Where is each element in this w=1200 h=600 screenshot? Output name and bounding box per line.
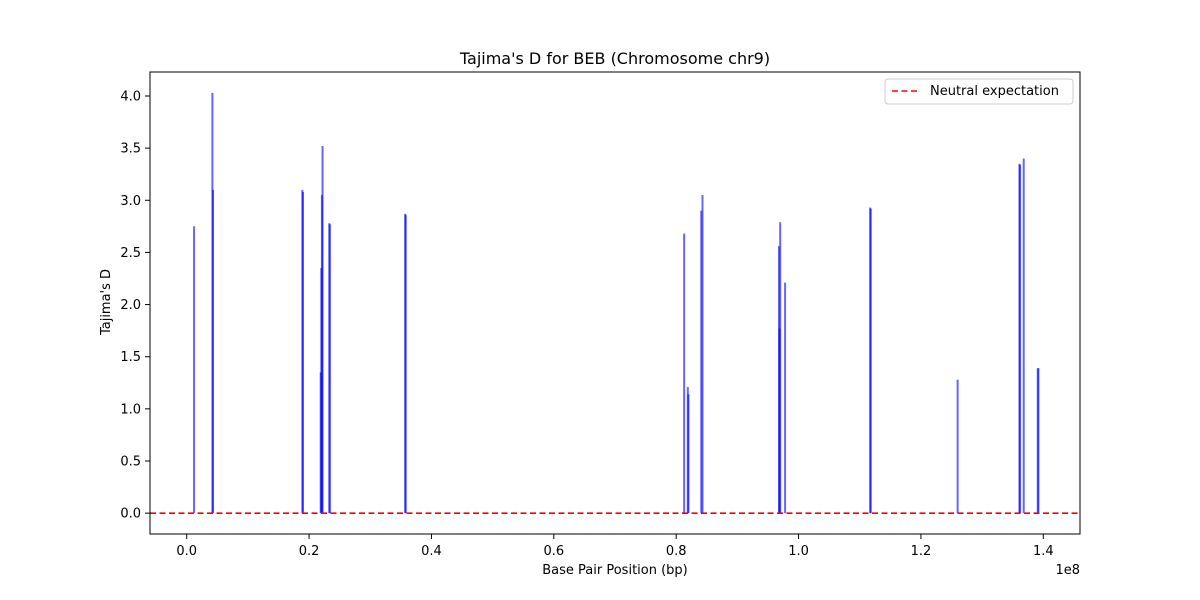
legend-frame: [884, 78, 1074, 105]
x-tick-label: 1.4: [1033, 544, 1054, 559]
plot-area: [149, 71, 1081, 535]
y-axis: 0.0 0.5 1.0 1.5 2.0 2.5 3.0 3.5 4.0: [120, 89, 150, 522]
axes-frame: [149, 71, 1081, 535]
y-tick-label: 2.0: [120, 298, 141, 313]
bar: [869, 208, 872, 514]
bar: [683, 233, 686, 514]
bar: [1022, 158, 1025, 514]
x-axis: 0.0 0.2 0.4 0.6 0.8 1.0 1.2 1.4: [176, 534, 1054, 559]
bar: [956, 379, 959, 514]
y-tick-label: 3.0: [120, 194, 141, 209]
y-axis-label: Tajima's D: [99, 269, 114, 336]
bar-series: [193, 92, 1040, 514]
bar: [404, 214, 407, 514]
bar: [328, 224, 331, 514]
chart-title: Tajima's D for BEB (Chromosome chr9): [459, 49, 770, 68]
bar: [321, 146, 324, 514]
bar: [700, 210, 703, 514]
bar: [687, 394, 690, 514]
bar: [784, 282, 787, 514]
y-tick-label: 1.5: [120, 350, 141, 365]
bar: [1037, 368, 1040, 514]
legend: Neutral expectation: [884, 78, 1074, 105]
x-tick-label: 0.6: [543, 544, 564, 559]
bar: [1019, 164, 1022, 514]
legend-label: Neutral expectation: [930, 84, 1059, 99]
x-tick-label: 0.4: [421, 544, 442, 559]
x-tick-label: 1.2: [911, 544, 932, 559]
y-tick-label: 4.0: [120, 89, 141, 104]
bar: [193, 226, 196, 514]
x-tick-label: 0.8: [666, 544, 687, 559]
bar: [779, 222, 782, 514]
y-tick-label: 2.5: [120, 246, 141, 261]
x-tick-label: 1.0: [788, 544, 809, 559]
y-tick-label: 0.5: [120, 454, 141, 469]
y-tick-label: 1.0: [120, 402, 141, 417]
bar: [701, 195, 704, 514]
x-tick-label: 0.0: [176, 544, 197, 559]
y-tick-label: 3.5: [120, 142, 141, 157]
x-tick-label: 0.2: [299, 544, 320, 559]
y-tick-label: 0.0: [120, 507, 141, 522]
x-axis-offset-label: 1e8: [1055, 563, 1080, 578]
bar: [301, 191, 304, 514]
x-axis-label: Base Pair Position (bp): [542, 563, 688, 578]
bar: [212, 189, 215, 514]
